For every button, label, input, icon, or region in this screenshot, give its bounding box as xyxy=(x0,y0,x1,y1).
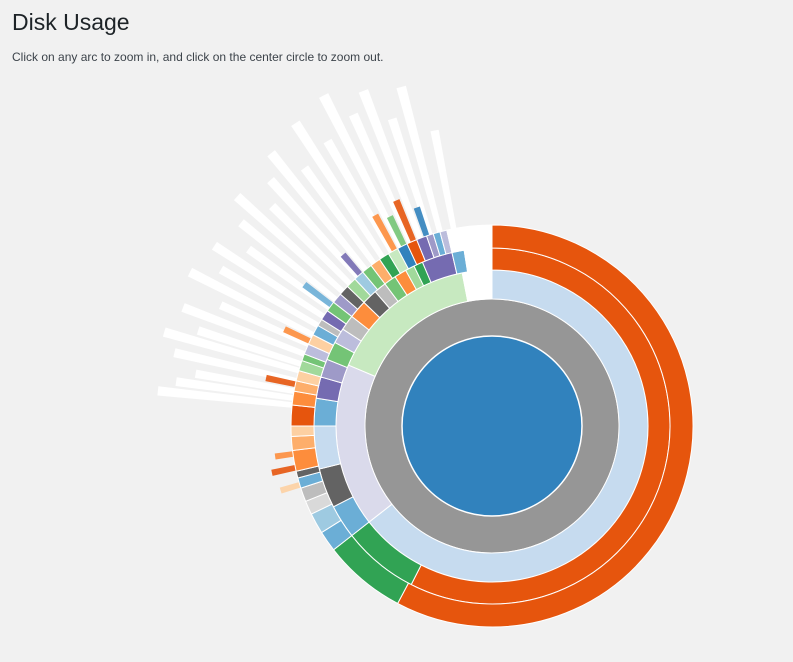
outer-rays-layer xyxy=(157,85,457,494)
file-ray-11[interactable] xyxy=(246,245,332,311)
file-ray-21[interactable] xyxy=(348,112,413,244)
file-ray-2[interactable] xyxy=(194,369,295,394)
file-ray-33[interactable] xyxy=(386,215,407,247)
file-ray-17[interactable] xyxy=(300,165,377,266)
file-ray-16[interactable] xyxy=(267,150,368,272)
file-ray-32[interactable] xyxy=(413,206,430,237)
file-ray-31[interactable] xyxy=(393,199,417,243)
file-ray-4[interactable] xyxy=(162,327,300,374)
file-ray-1[interactable] xyxy=(175,377,294,401)
file-ray-35[interactable] xyxy=(271,465,296,476)
file-ray-6[interactable] xyxy=(181,303,306,357)
file-ray-36[interactable] xyxy=(274,451,294,460)
file-ray-0[interactable] xyxy=(157,386,293,408)
file-ray-28[interactable] xyxy=(302,281,334,308)
page-title: Disk Usage xyxy=(12,9,130,35)
file-ray-8[interactable] xyxy=(187,267,315,338)
sunburst-arc-level-4-37[interactable] xyxy=(446,224,493,254)
sunburst-arc-level-3-20[interactable] xyxy=(463,247,493,273)
file-ray-3[interactable] xyxy=(173,348,297,384)
sunburst-arc-level-4-10[interactable] xyxy=(290,425,315,438)
page-description: Click on any arc to zoom in, and click o… xyxy=(12,50,384,64)
file-ray-12[interactable] xyxy=(238,219,338,302)
file-ray-7[interactable] xyxy=(219,301,310,347)
sunburst-arc-level-3-5[interactable] xyxy=(313,397,339,427)
file-ray-34[interactable] xyxy=(279,482,301,494)
file-ray-10[interactable] xyxy=(211,241,325,319)
file-ray-25[interactable] xyxy=(430,129,457,230)
sunburst-arc-level-2-3[interactable] xyxy=(461,269,493,302)
file-ray-22[interactable] xyxy=(358,89,423,240)
file-ray-29[interactable] xyxy=(340,252,363,277)
file-ray-19[interactable] xyxy=(323,138,394,254)
file-ray-13[interactable] xyxy=(233,192,345,294)
file-ray-5[interactable] xyxy=(196,326,302,367)
file-ray-18[interactable] xyxy=(291,120,385,259)
zoom-out-center-circle[interactable] xyxy=(401,335,583,517)
file-ray-9[interactable] xyxy=(218,265,320,328)
sunburst-arc-level-4-11[interactable] xyxy=(290,404,316,427)
file-ray-20[interactable] xyxy=(318,93,404,249)
file-ray-27[interactable] xyxy=(283,326,312,344)
file-ray-23[interactable] xyxy=(387,117,433,236)
file-ray-14[interactable] xyxy=(269,203,352,286)
file-ray-26[interactable] xyxy=(265,374,296,387)
file-ray-15[interactable] xyxy=(267,176,360,279)
rings-layer[interactable] xyxy=(290,224,694,628)
file-ray-30[interactable] xyxy=(372,213,398,252)
file-ray-24[interactable] xyxy=(396,85,443,233)
sunburst-arc-level-4-9[interactable] xyxy=(290,434,316,452)
